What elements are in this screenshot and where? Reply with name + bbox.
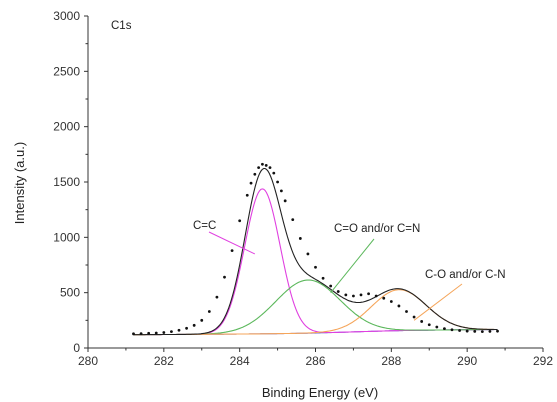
component-peak-1 [133, 188, 498, 336]
data-point [496, 329, 499, 333]
x-tick-label: 280 [78, 354, 98, 368]
data-point [283, 199, 287, 203]
data-point [139, 332, 143, 336]
plot-area [132, 162, 499, 336]
data-point [215, 295, 219, 299]
annotation-c-o-single-c-n: C-O and/or C-N [425, 269, 506, 281]
data-point [314, 265, 317, 269]
data-point [272, 171, 276, 175]
y-axis-title: Intensity (a.u.) [12, 142, 27, 224]
data-point [238, 219, 242, 223]
y-tick-label: 1500 [53, 175, 80, 189]
data-point [253, 172, 257, 176]
data-point [382, 296, 386, 300]
data-point [397, 304, 401, 308]
data-point [367, 292, 370, 296]
axes: 280 282 284 286 288 290 292 0 500 1000 1500 2000 250… [53, 9, 553, 368]
data-point [465, 329, 469, 333]
data-point [443, 327, 446, 331]
data-point [261, 162, 264, 166]
x-tick-label: 282 [154, 354, 174, 368]
annotation-c-c: C=C [193, 220, 216, 232]
data-point [264, 164, 268, 167]
data-point [321, 276, 325, 280]
data-point [192, 323, 196, 327]
annotation-c-o-c-n: C=O and/or C=N [334, 223, 420, 235]
data-point [352, 294, 355, 298]
data-point [200, 318, 204, 322]
fit-envelope-line [133, 167, 498, 336]
data-point [412, 315, 416, 319]
x-tick-label: 284 [230, 354, 250, 368]
data-point [298, 237, 302, 240]
data-point [230, 249, 234, 253]
data-point [473, 330, 477, 333]
data-point [488, 330, 492, 333]
pointer-c-o-single-c-n [413, 283, 463, 321]
chart-title: C1s [111, 20, 132, 32]
data-point [279, 189, 283, 193]
data-point [249, 181, 253, 185]
x-tick-label: 286 [305, 354, 325, 368]
component-peak-2 [133, 279, 498, 336]
data-point [268, 166, 272, 170]
data-point [374, 294, 378, 298]
data-point [480, 330, 484, 334]
y-tick-label: 2500 [53, 64, 80, 78]
x-tick-label: 290 [457, 354, 477, 368]
data-point [420, 320, 424, 323]
data-point [344, 293, 348, 297]
data-point [389, 300, 393, 303]
data-point [245, 193, 249, 197]
data-point [336, 290, 340, 293]
data-point [162, 331, 166, 334]
data-point [170, 330, 173, 334]
data-point [306, 252, 310, 256]
data-point [329, 284, 333, 288]
data-point [435, 325, 439, 329]
data-point [177, 328, 181, 332]
data-point [132, 332, 135, 336]
data-point [223, 275, 226, 279]
x-tick-label: 292 [533, 354, 553, 368]
data-point [147, 331, 151, 335]
x-axis-title: Binding Energy (eV) [262, 385, 378, 400]
data-point [207, 310, 211, 313]
data-point [154, 331, 158, 335]
y-tick-label: 1000 [53, 230, 80, 244]
data-point [185, 326, 188, 330]
data-point [427, 323, 431, 327]
pointer-c-o-c-n [330, 238, 375, 293]
y-tick-label: 0 [73, 341, 80, 355]
data-point [359, 293, 363, 297]
data-point [405, 310, 408, 313]
data-point [291, 218, 295, 222]
pointer-c-c [208, 231, 256, 255]
y-tick-label: 500 [60, 286, 80, 300]
y-tick-label: 3000 [53, 9, 80, 23]
x-tick-label: 288 [381, 354, 401, 368]
data-point [276, 180, 279, 184]
component-peak-3 [133, 289, 498, 336]
y-tick-label: 2000 [53, 120, 80, 134]
data-point [257, 166, 261, 170]
data-point [450, 328, 454, 332]
data-point [458, 329, 461, 332]
